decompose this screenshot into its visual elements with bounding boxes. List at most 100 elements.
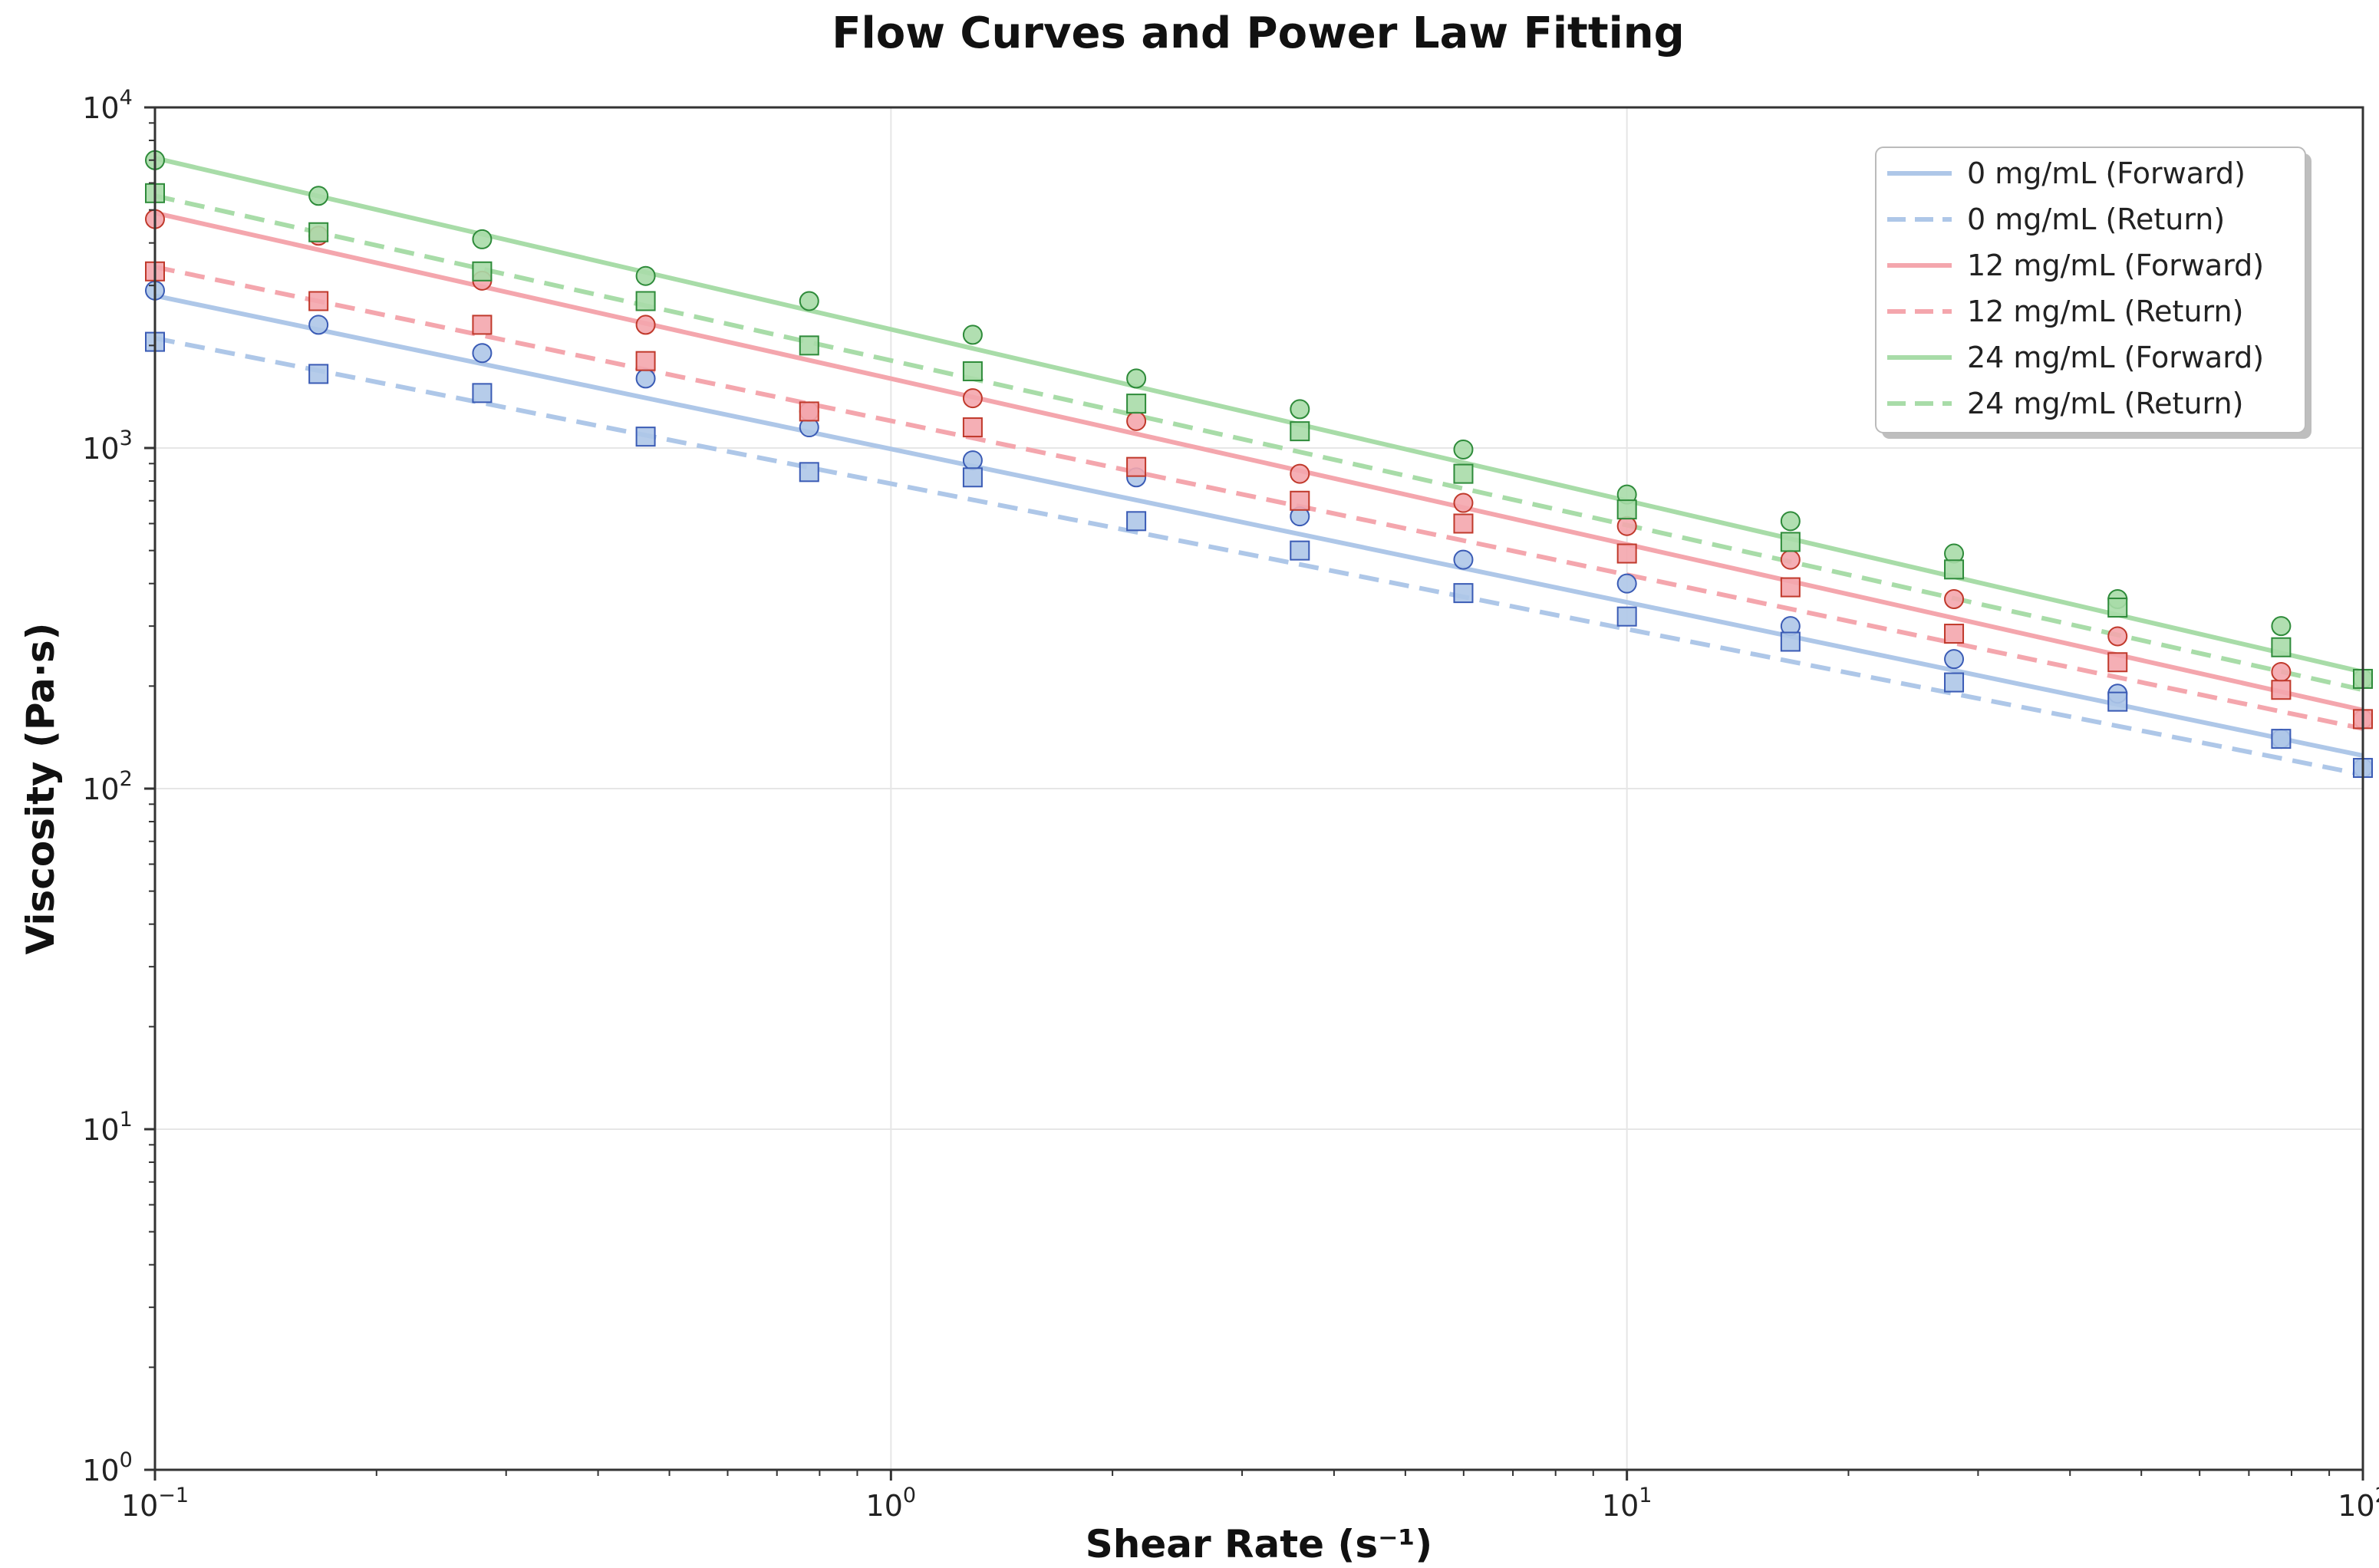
x-tick-base: 10 [2338, 1489, 2374, 1523]
markers-series-1 [145, 331, 2373, 779]
data-point [472, 315, 493, 335]
legend-label-0: 0 mg/mL (Forward) [1967, 156, 2246, 190]
fit-line-series-4 [154, 156, 2364, 674]
data-point [1290, 463, 1310, 484]
fit-line-series-0 [154, 293, 2364, 758]
x-tick-base: 10 [866, 1489, 903, 1523]
data-point [1453, 492, 1474, 513]
data-point [472, 229, 493, 249]
data-point [2271, 616, 2292, 637]
data-point [1780, 532, 1801, 552]
data-point [2271, 729, 2292, 749]
data-point [1126, 368, 1147, 389]
legend-box [1875, 147, 2306, 433]
fit-line-series-5 [154, 193, 2364, 693]
data-point [2107, 652, 2128, 673]
data-point [1780, 511, 1801, 532]
data-point [2271, 680, 2292, 700]
data-point [1290, 490, 1310, 511]
legend-label-3: 12 mg/mL (Return) [1967, 295, 2243, 328]
y-tick-label: 101 [82, 1108, 133, 1147]
x-tick-base: 10 [121, 1489, 158, 1523]
data-point [1616, 573, 1637, 594]
data-point [2107, 626, 2128, 647]
data-point [799, 401, 819, 422]
legend-items: 0 mg/mL (Forward) 0 mg/mL (Return) 12 mg/m… [1887, 156, 2264, 420]
data-point [635, 368, 656, 389]
legend-label-4: 24 mg/mL (Forward) [1967, 341, 2264, 374]
data-point [308, 291, 329, 311]
legend: 0 mg/mL (Forward) 0 mg/mL (Return) 12 mg/m… [1875, 147, 2311, 439]
chart-title: Flow Curves and Power Law Fitting [832, 8, 1684, 58]
fit-line-series-3 [154, 265, 2364, 731]
data-point [1616, 516, 1637, 536]
y-tick-base: 10 [82, 91, 119, 125]
data-point [962, 361, 983, 381]
data-point [308, 186, 329, 206]
data-point [1126, 511, 1147, 532]
markers-series-3 [145, 261, 2373, 730]
fit-line-series-2 [154, 210, 2364, 713]
data-point [1453, 583, 1474, 604]
data-point [308, 315, 329, 335]
x-axis-label: Shear Rate (s⁻¹) [1086, 1522, 1433, 1566]
data-point [635, 351, 656, 371]
data-point [472, 343, 493, 364]
data-point [962, 388, 983, 409]
x-tick-label: 101 [1602, 1484, 1652, 1523]
data-point [1616, 543, 1637, 564]
data-point [799, 291, 819, 311]
data-point [1780, 631, 1801, 652]
data-point [1290, 540, 1310, 561]
legend-label-5: 24 mg/mL (Return) [1967, 387, 2243, 420]
data-point [799, 335, 819, 356]
y-tick-label: 100 [82, 1448, 133, 1487]
data-point [1453, 439, 1474, 460]
x-tick-exponent: 0 [903, 1484, 916, 1507]
data-point [1944, 624, 1965, 644]
axis-ticks: 10−1100101102100101102103104 [82, 86, 2379, 1523]
data-point [2271, 637, 2292, 657]
data-point [1126, 394, 1147, 414]
y-tick-base: 10 [82, 1113, 119, 1147]
fit-lines [154, 156, 2364, 777]
y-tick-exponent: 3 [120, 427, 133, 450]
y-tick-label: 102 [82, 767, 133, 806]
data-point [1290, 399, 1310, 420]
y-tick-exponent: 1 [120, 1108, 133, 1132]
data-point [472, 383, 493, 404]
data-point [1453, 463, 1474, 484]
data-point [1616, 499, 1637, 520]
data-point [635, 265, 656, 286]
data-point [1944, 559, 1965, 580]
data-point [635, 315, 656, 335]
y-tick-label: 103 [82, 427, 133, 466]
markers-series-5 [145, 183, 2373, 689]
data-point [962, 467, 983, 488]
data-point [962, 417, 983, 438]
x-tick-exponent: −1 [158, 1484, 189, 1507]
data-point [1780, 549, 1801, 570]
data-point [472, 261, 493, 282]
x-tick-label: 102 [2338, 1484, 2379, 1523]
legend-label-2: 12 mg/mL (Forward) [1967, 249, 2264, 282]
x-tick-label: 100 [866, 1484, 917, 1523]
data-point [2107, 691, 2128, 712]
x-tick-exponent: 2 [2375, 1484, 2379, 1507]
x-tick-label: 10−1 [121, 1484, 189, 1523]
data-point [1126, 410, 1147, 431]
data-point [635, 427, 656, 447]
data-point [308, 222, 329, 242]
y-tick-base: 10 [82, 432, 119, 466]
legend-label-1: 0 mg/mL (Return) [1967, 203, 2225, 236]
data-point [1453, 549, 1474, 570]
data-point [1944, 649, 1965, 670]
data-point [2107, 598, 2128, 618]
data-point [1944, 672, 1965, 693]
y-axis-label: Viscosity (Pa·s) [18, 622, 63, 954]
data-point [1126, 456, 1147, 477]
data-point [962, 324, 983, 345]
data-point [1453, 513, 1474, 534]
data-point [1944, 589, 1965, 610]
